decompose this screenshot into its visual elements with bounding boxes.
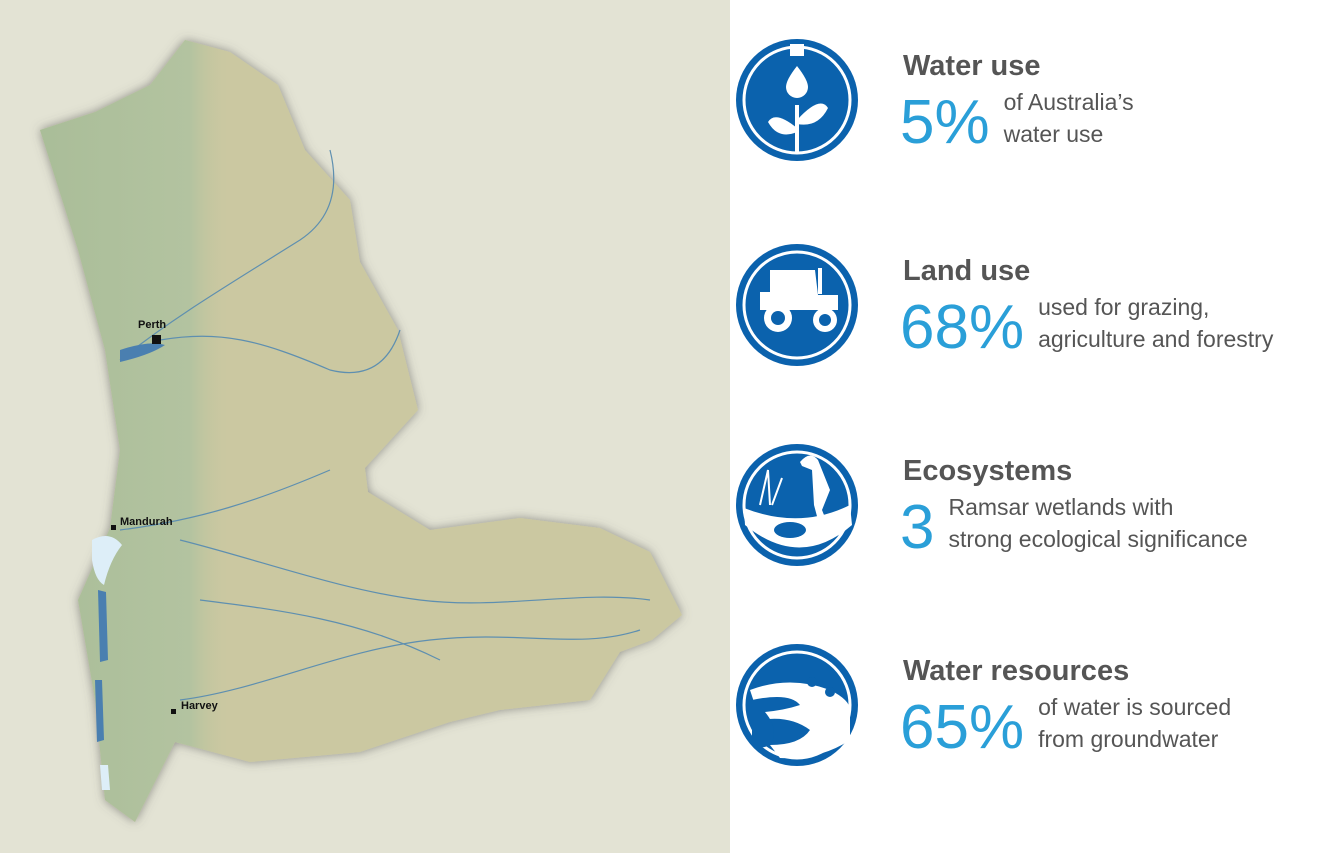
land-icon bbox=[736, 244, 858, 366]
stat-value: 5% bbox=[900, 88, 990, 157]
city-marker bbox=[171, 709, 176, 714]
stat-description: of Australia’s bbox=[1004, 89, 1134, 115]
estuary bbox=[92, 536, 122, 585]
stat-description: water use bbox=[1003, 121, 1104, 147]
stat-title: Ecosystems bbox=[903, 455, 1072, 487]
stat-value: 68% bbox=[900, 293, 1024, 362]
stat-description: from groundwater bbox=[1038, 726, 1219, 752]
city-label: Perth bbox=[138, 319, 166, 331]
stat-description: of water is sourced bbox=[1038, 694, 1231, 720]
city-label: Harvey bbox=[181, 700, 219, 712]
ecosystem-icon bbox=[736, 444, 858, 566]
lakes bbox=[95, 343, 165, 742]
stat-title: Water resources bbox=[903, 655, 1129, 687]
estuary bbox=[100, 765, 110, 790]
water-icon bbox=[736, 39, 858, 161]
rivers bbox=[119, 149, 651, 701]
stat-description: strong ecological significance bbox=[948, 526, 1247, 552]
city-marker bbox=[111, 525, 116, 530]
stat-description: used for grazing, bbox=[1038, 294, 1209, 320]
stat-value: 65% bbox=[900, 693, 1024, 762]
stats: Water use 5% of Australia’s water use Land u… bbox=[900, 50, 1274, 762]
stat-value: 3 bbox=[900, 493, 934, 562]
resources-icon bbox=[736, 644, 858, 766]
stat-title: Land use bbox=[903, 255, 1030, 287]
icons bbox=[736, 39, 858, 766]
stat-title: Water use bbox=[903, 50, 1041, 82]
city-label: Mandurah bbox=[120, 516, 173, 528]
city-marker bbox=[152, 335, 161, 344]
stat-description: agriculture and forestry bbox=[1038, 326, 1274, 352]
stat-description: Ramsar wetlands with bbox=[948, 494, 1173, 520]
